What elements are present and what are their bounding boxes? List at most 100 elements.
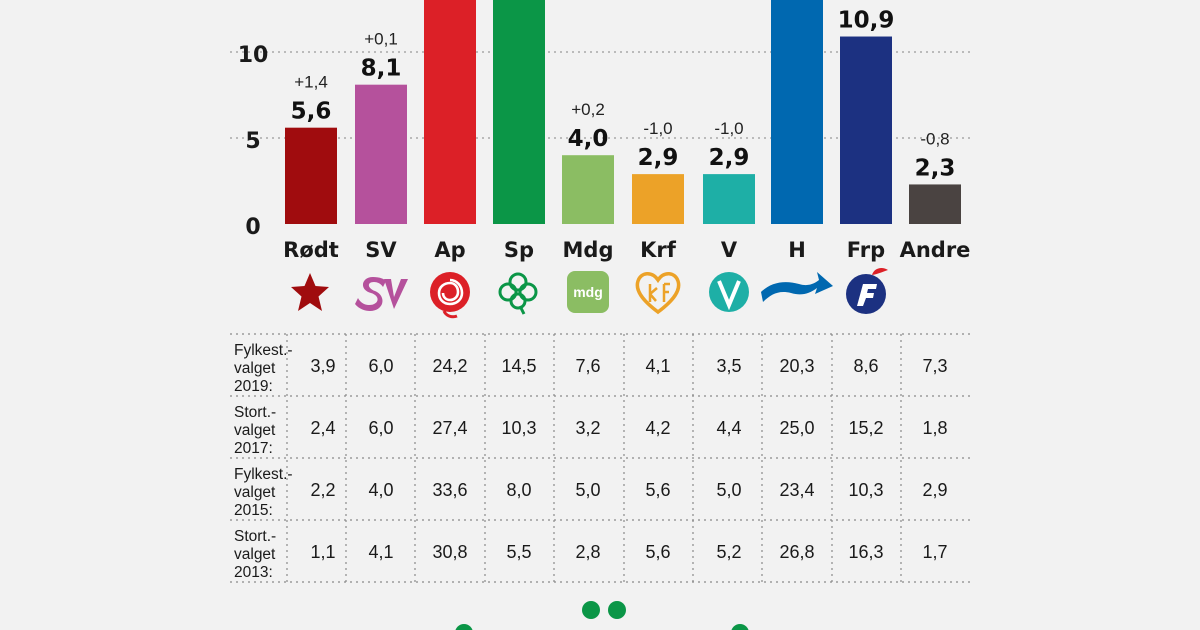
decor-dot (731, 624, 749, 630)
table-cell: 10,3 (848, 480, 883, 500)
table-cell: 2,2 (310, 480, 335, 500)
table-cell: 3,5 (716, 356, 741, 376)
table-cell: 8,6 (853, 356, 878, 376)
table-cell: 4,1 (368, 542, 393, 562)
table-cell: 5,6 (645, 480, 670, 500)
bar (493, 0, 545, 224)
change-label: -0,8 (920, 129, 949, 148)
value-label: 2,9 (638, 145, 679, 171)
bars (285, 0, 961, 225)
row-label: valget (234, 422, 276, 439)
table-cell: 2,4 (310, 418, 335, 438)
party-logos: mdg (291, 267, 888, 319)
bar (285, 127, 337, 224)
table-cell: 2,8 (575, 542, 600, 562)
party-name: H (788, 238, 806, 262)
sv-logo-icon (355, 277, 408, 311)
table-cell: 30,8 (432, 542, 467, 562)
bar (771, 0, 823, 224)
table-cell: 10,3 (501, 418, 536, 438)
party-name: SV (365, 238, 397, 262)
table-cell: 5,2 (716, 542, 741, 562)
mdg-logo-text: mdg (573, 284, 603, 300)
table-cell: 15,2 (848, 418, 883, 438)
y-axis-ticks: 0 5 10 (238, 43, 269, 240)
clover-icon (498, 272, 538, 315)
row-label: 2019: (234, 378, 273, 395)
table-cell: 2,9 (922, 480, 947, 500)
table-cell: 5,5 (506, 542, 531, 562)
value-label: 10,9 (838, 8, 895, 34)
table-cell: 5,0 (575, 480, 600, 500)
table-cell: 20,3 (779, 356, 814, 376)
value-label: 2,3 (915, 155, 956, 181)
table-cell: 27,4 (432, 418, 467, 438)
row-label: Fylkest.- (234, 342, 293, 359)
bar (355, 84, 407, 225)
mdg-logo-icon: mdg (567, 271, 609, 313)
frp-logo-icon (846, 267, 888, 314)
table-cell: 33,6 (432, 480, 467, 500)
table-cell: 7,3 (922, 356, 947, 376)
row-label: 2017: (234, 440, 273, 457)
party-name: V (721, 238, 738, 262)
row-label: Stort.- (234, 404, 276, 421)
value-label: 2,9 (709, 145, 750, 171)
table-cell: 4,2 (645, 418, 670, 438)
value-label: 4,0 (568, 126, 609, 152)
decor-dot (608, 601, 626, 619)
bar (909, 184, 961, 224)
party-name: Andre (900, 238, 971, 262)
party-name: Frp (847, 238, 885, 262)
krf-heart-icon (635, 272, 681, 315)
bar-labels: 5,6 +1,4 8,1 +0,1 4,0 +0,2 2,9 -1,0 2,9 -1,0 10,9 2… (291, 8, 956, 182)
bar (703, 174, 755, 224)
change-label: +0,1 (364, 30, 398, 49)
table-cell: 4,4 (716, 418, 741, 438)
table-cell: 25,0 (779, 418, 814, 438)
party-name: Krf (640, 238, 677, 262)
table-cell: 23,4 (779, 480, 814, 500)
table-cell: 4,1 (645, 356, 670, 376)
table-cell: 4,0 (368, 480, 393, 500)
table-cell: 8,0 (506, 480, 531, 500)
table-cell: 14,5 (501, 356, 536, 376)
table-cell: 1,1 (310, 542, 335, 562)
change-label: +0,2 (571, 100, 605, 119)
value-label: 5,6 (291, 99, 332, 125)
rose-icon (430, 272, 470, 319)
table-cell: 6,0 (368, 356, 393, 376)
bar (424, 0, 476, 224)
row-label: Stort.- (234, 528, 276, 545)
y-tick-label: 5 (245, 129, 260, 154)
party-name: Sp (504, 238, 534, 262)
bar (840, 36, 892, 224)
change-label: +1,4 (294, 73, 328, 92)
h-arrow-icon (761, 272, 833, 302)
table-cell: 26,8 (779, 542, 814, 562)
v-logo-icon (709, 272, 749, 312)
decorative-dots (455, 601, 749, 630)
decor-dot (455, 624, 473, 630)
star-icon (291, 273, 329, 311)
bar (562, 155, 614, 224)
party-name: Mdg (563, 238, 614, 262)
party-name: Ap (434, 238, 465, 262)
value-label: 8,1 (361, 56, 402, 82)
table-cell: 7,6 (575, 356, 600, 376)
y-tick-label: 10 (238, 43, 269, 68)
table-cell: 1,8 (922, 418, 947, 438)
y-tick-label: 0 (245, 215, 260, 240)
table-cell: 3,2 (575, 418, 600, 438)
row-label: valget (234, 360, 276, 377)
decor-dot (582, 601, 600, 619)
table-cell: 1,7 (922, 542, 947, 562)
change-label: -1,0 (643, 119, 672, 138)
table-cell: 24,2 (432, 356, 467, 376)
row-label: valget (234, 546, 276, 563)
table-cell: 5,0 (716, 480, 741, 500)
row-label: valget (234, 484, 276, 501)
row-label: 2013: (234, 564, 273, 581)
